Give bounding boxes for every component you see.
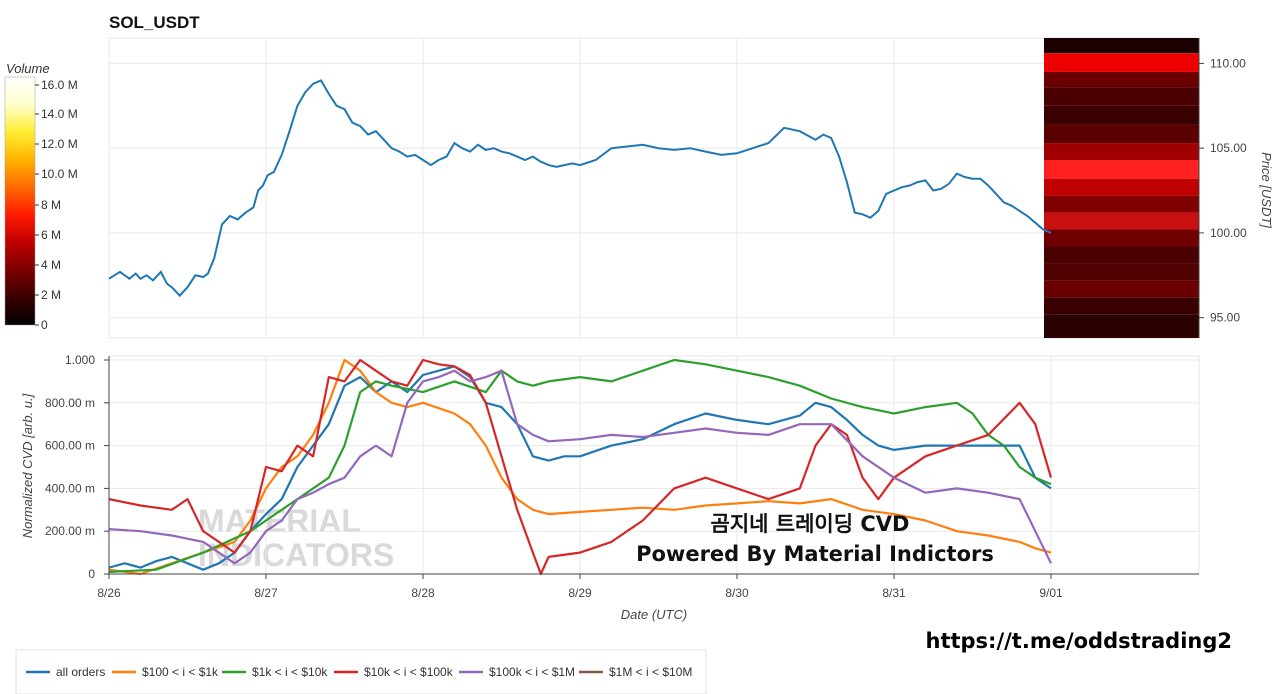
- colorbar-tick: 12.0 M: [41, 137, 78, 151]
- legend-item[interactable]: $1M < i < $10M: [579, 665, 692, 679]
- watermark-logo: MATERIAL INDICATORS: [198, 503, 394, 573]
- colorbar-tick: 2 M: [41, 288, 61, 302]
- date-tick: 8/29: [568, 586, 592, 600]
- colorbar-tick: 6 M: [41, 228, 61, 242]
- price-tick: 110.00: [1210, 56, 1246, 70]
- heatmap-band: [1044, 71, 1199, 88]
- date-axis-label: Date (UTC): [621, 607, 687, 622]
- legend-label: $100 < i < $1k: [142, 665, 219, 679]
- cvd-tick: 600.00 m: [45, 439, 95, 453]
- heatmap-band: [1044, 143, 1199, 161]
- colorbar-tick: 8 M: [41, 198, 61, 212]
- heatmap-band: [1044, 263, 1199, 281]
- legend-item[interactable]: $1k < i < $10k: [222, 665, 328, 679]
- volume-heatmap: [1044, 38, 1199, 338]
- cvd-tick: 800.00 m: [45, 396, 95, 410]
- heatmap-band: [1044, 105, 1199, 125]
- date-tick: 8/30: [725, 586, 749, 600]
- legend-item[interactable]: $100 < i < $1k: [112, 665, 219, 679]
- colorbar-tick: 14.0 M: [41, 107, 78, 121]
- date-tick: 8/27: [254, 586, 278, 600]
- date-tick: 8/26: [97, 586, 121, 600]
- colorbar-tick: 0: [41, 318, 48, 332]
- colorbar-title: Volume: [6, 61, 50, 76]
- heatmap-band: [1044, 246, 1199, 264]
- legend-item[interactable]: $10k < i < $100k: [334, 665, 454, 679]
- heatmap-band: [1044, 53, 1199, 72]
- legend-label: $1k < i < $10k: [252, 665, 328, 679]
- telegram-link[interactable]: https://t.me/oddstrading2: [926, 629, 1233, 653]
- cvd-panel: 0 200.00 m 400.00 m 600.00 m 800.00 m 1.000 8…: [20, 353, 1200, 622]
- cvd-series-line: [109, 358, 1053, 576]
- price-axis-label: Price [USDT]: [1259, 152, 1274, 228]
- colorbar: Volume 16.0 M 14.0 M 12.0 M 10.0 M 8 M 6 M 4 M…: [4, 61, 78, 332]
- price-panel: 95.00 100.00 105.00 110.00 Price [USDT]: [108, 37, 1274, 339]
- heatmap-band: [1044, 87, 1199, 106]
- chart-title: SOL_USDT: [109, 13, 200, 32]
- heatmap-band: [1044, 229, 1199, 247]
- legend-label: all orders: [56, 665, 105, 679]
- overlay-subtitle: Powered By Material Indictors: [636, 542, 994, 566]
- legend-label: $100k < i < $1M: [489, 665, 575, 679]
- heatmap-band: [1044, 280, 1199, 298]
- legend-item[interactable]: $100k < i < $1M: [459, 665, 575, 679]
- colorbar-tick: 10.0 M: [41, 167, 78, 181]
- price-tick: 105.00: [1210, 141, 1247, 155]
- heatmap-band: [1044, 124, 1199, 144]
- cvd-series-line: [109, 358, 1052, 573]
- cvd-series-line: [109, 369, 1052, 565]
- heatmap-band: [1044, 178, 1199, 196]
- cvd-tick: 1.000: [65, 353, 95, 367]
- cvd-tick: 400.00 m: [45, 481, 95, 495]
- cvd-axis-label: Normalized CVD [arb. u.]: [20, 393, 35, 538]
- colorbar-tick: 16.0 M: [41, 78, 78, 92]
- legend-label: $10k < i < $100k: [364, 665, 454, 679]
- cvd-tick: 200.00 m: [45, 524, 95, 538]
- price-tick: 100.00: [1210, 226, 1247, 240]
- legend-label: $1M < i < $10M: [609, 665, 692, 679]
- date-tick: 8/31: [882, 586, 906, 600]
- heatmap-band: [1044, 212, 1199, 230]
- cvd-tick: 0: [88, 567, 95, 581]
- heatmap-band: [1044, 38, 1199, 54]
- legend: all orders $100 < i < $1k $1k < i < $10k $1…: [15, 649, 707, 694]
- colorbar-tick: 4 M: [41, 258, 61, 272]
- heatmap-band: [1044, 160, 1199, 179]
- price-line: [109, 79, 1052, 298]
- legend-item[interactable]: all orders: [26, 665, 105, 679]
- overlay-title: 곰지네 트레이딩 CVD: [711, 512, 910, 536]
- date-tick: 8/28: [411, 586, 435, 600]
- heatmap-band: [1044, 297, 1199, 315]
- cvd-series-line: [109, 358, 1052, 576]
- price-tick: 95.00: [1210, 311, 1240, 325]
- date-tick: 9/01: [1039, 586, 1063, 600]
- heatmap-band: [1044, 314, 1199, 338]
- colorbar-gradient: [4, 76, 36, 326]
- heatmap-band: [1044, 195, 1199, 213]
